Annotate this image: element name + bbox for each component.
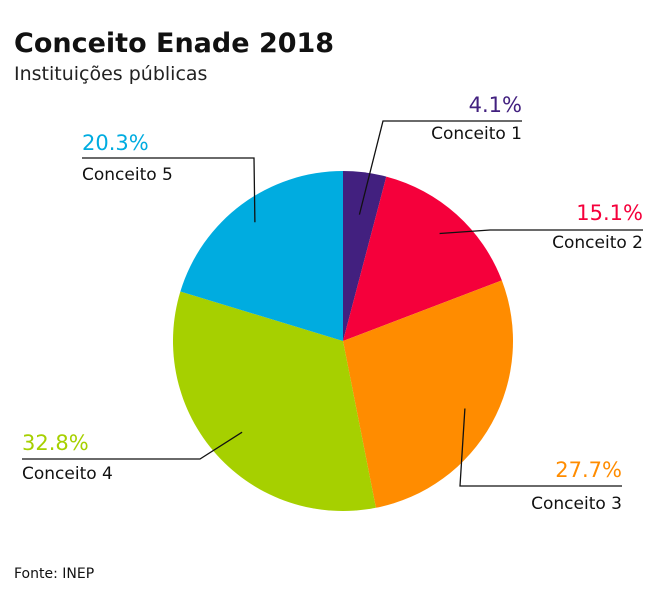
- slice-labels: 4.1% Conceito 1 15.1% Conceito 2 27.7% Concei…: [22, 93, 643, 514]
- leader-line-1: [358, 120, 522, 215]
- pie-slices: [172, 171, 514, 512]
- pie-slice-5: [180, 171, 343, 341]
- slice-category-label-1: Conceito 1: [431, 124, 522, 144]
- slice-value-label-2: 15.1%: [576, 201, 643, 225]
- slice-value-label-4: 32.8%: [22, 431, 89, 455]
- slice-value-label-1: 4.1%: [469, 93, 522, 117]
- slice-value-label-5: 20.3%: [82, 131, 149, 155]
- leader-line-3: [459, 408, 622, 487]
- slice-category-label-5: Conceito 5: [82, 165, 173, 185]
- slice-category-label-3: Conceito 3: [531, 494, 622, 514]
- chart-subtitle: Instituições públicas: [14, 63, 207, 85]
- slice-value-label-3: 27.7%: [555, 458, 622, 482]
- source-note: Fonte: INEP: [14, 566, 94, 582]
- pie-slice-1: [343, 171, 387, 341]
- leader-line-5: [82, 157, 256, 223]
- leader-line-2: [439, 229, 643, 235]
- slice-category-label-2: Conceito 2: [552, 233, 643, 253]
- slice-category-label-4: Conceito 4: [22, 464, 113, 484]
- pie-slice-2: [343, 176, 502, 341]
- pie-slice-3: [343, 280, 514, 508]
- pie-slice-4: [172, 291, 376, 512]
- leader-line-4: [22, 431, 243, 460]
- chart-title: Conceito Enade 2018: [14, 28, 334, 59]
